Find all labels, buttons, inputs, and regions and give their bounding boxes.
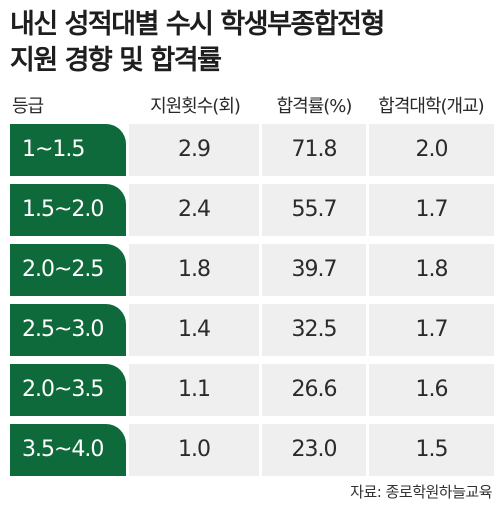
universities-cell: 1.6 [369,364,494,416]
header-applications: 지원횟수(회) [150,96,241,117]
universities-cell: 1.7 [369,304,494,356]
header-grade: 등급 [12,96,44,117]
grade-cell: 1~1.5 [10,124,126,176]
table-header: 등급 지원횟수(회) 합격률(%) 합격대학(개교) [0,92,500,122]
applications-cell: 1.4 [129,304,259,356]
grade-cell: 1.5~2.0 [10,184,126,236]
table-row: 2.5~3.0 1.4 32.5 1.7 [10,304,494,356]
header-universities: 합격대학(개교) [378,96,484,117]
pass-rate-cell: 55.7 [262,184,366,236]
grade-cell: 2.5~3.0 [10,304,126,356]
grade-cell: 2.0~2.5 [10,244,126,296]
table-row: 3.5~4.0 1.0 23.0 1.5 [10,424,494,476]
pass-rate-cell: 39.7 [262,244,366,296]
grade-cell: 2.0~3.5 [10,364,126,416]
universities-cell: 2.0 [369,124,494,176]
table-row: 1~1.5 2.9 71.8 2.0 [10,124,494,176]
chart-subtitle: 지원 경향 및 합격률 [10,45,222,76]
pass-rate-cell: 26.6 [262,364,366,416]
applications-cell: 2.9 [129,124,259,176]
table-row: 2.0~3.5 1.1 26.6 1.6 [10,364,494,416]
applications-cell: 1.1 [129,364,259,416]
applications-cell: 1.0 [129,424,259,476]
header-pass-rate: 합격률(%) [276,96,353,117]
applications-cell: 2.4 [129,184,259,236]
table-row: 1.5~2.0 2.4 55.7 1.7 [10,184,494,236]
table-row: 2.0~2.5 1.8 39.7 1.8 [10,244,494,296]
pass-rate-cell: 32.5 [262,304,366,356]
universities-cell: 1.7 [369,184,494,236]
chart-title: 내신 성적대별 수시 학생부종합전형 [10,9,385,40]
source-note: 자료: 종로학원하늘교육 [350,483,492,501]
applications-cell: 1.8 [129,244,259,296]
pass-rate-cell: 71.8 [262,124,366,176]
universities-cell: 1.8 [369,244,494,296]
grade-cell: 3.5~4.0 [10,424,126,476]
pass-rate-cell: 23.0 [262,424,366,476]
universities-cell: 1.5 [369,424,494,476]
